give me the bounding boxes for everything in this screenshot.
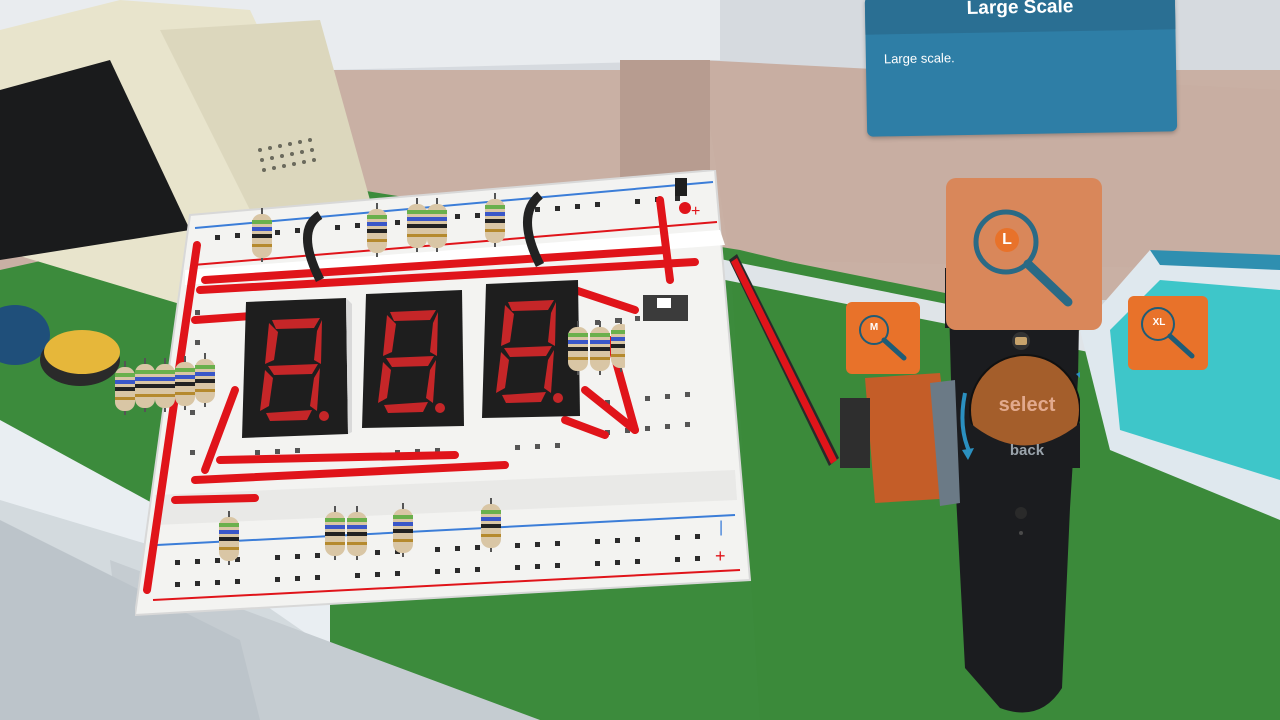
extra-large-scale-button[interactable]: XL: [1128, 296, 1208, 370]
svg-text:|: |: [719, 519, 723, 536]
svg-text:+: +: [691, 203, 700, 220]
select-trackpad-label[interactable]: select: [998, 394, 1056, 416]
tooltip-body: Large scale.: [883, 50, 955, 67]
large-scale-button[interactable]: L: [946, 178, 1102, 330]
magnifier-icon: [859, 315, 907, 361]
seven-segment-display-3: [482, 280, 580, 418]
vr-controller: [840, 268, 1080, 713]
medium-scale-label: M: [869, 322, 879, 333]
svg-text:+: +: [715, 546, 726, 566]
back-trackpad-label[interactable]: back: [1009, 442, 1045, 459]
seven-segment-display-1: [242, 298, 352, 438]
medium-scale-button[interactable]: M: [846, 302, 920, 374]
seven-segment-display-2: [362, 290, 464, 428]
scale-tooltip: Large Scale Large scale.: [864, 0, 1178, 137]
magnifier-icon: [973, 209, 1073, 307]
extra-large-scale-label: XL: [1152, 317, 1166, 328]
large-scale-label: L: [995, 228, 1019, 252]
resistors[interactable]: [105, 185, 625, 585]
tooltip-title: Large Scale: [864, 0, 1176, 35]
laser-pointer: [729, 254, 839, 466]
magnifier-icon: [1141, 307, 1195, 359]
